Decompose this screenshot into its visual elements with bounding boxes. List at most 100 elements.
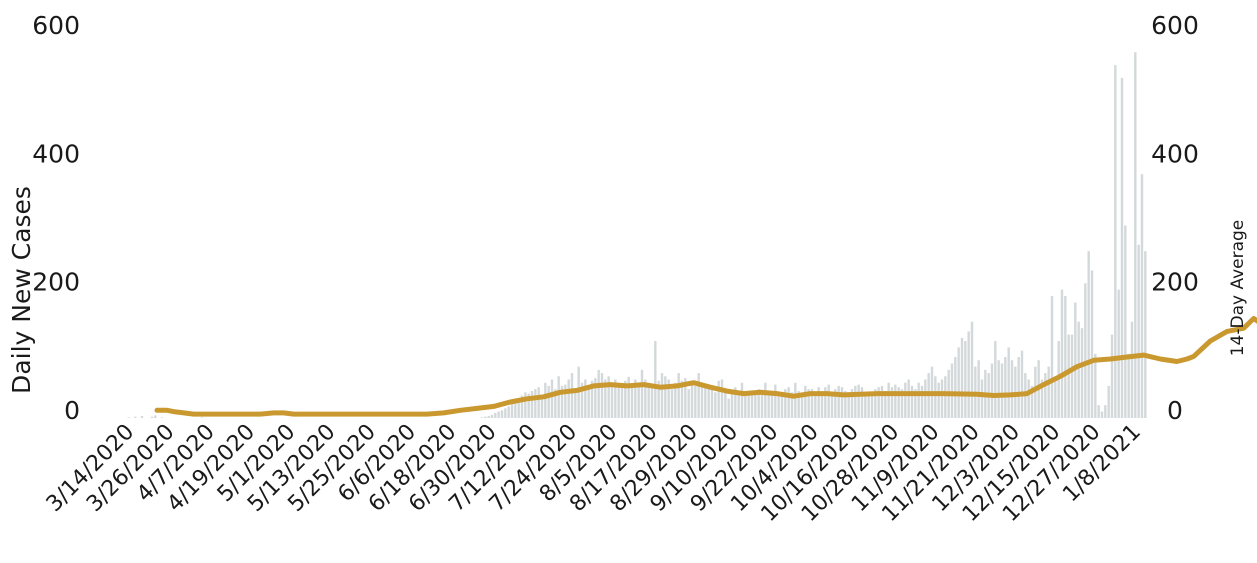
bar [614, 379, 617, 418]
bar [764, 382, 767, 418]
y-tick-label-right: 0 [1167, 396, 1183, 425]
bar [817, 387, 820, 418]
bar [1117, 289, 1120, 418]
bar [744, 395, 747, 418]
bar [937, 382, 940, 418]
bar [660, 373, 664, 418]
bar [760, 392, 764, 418]
bar [997, 360, 1000, 418]
bar [690, 382, 694, 418]
bar [127, 417, 130, 418]
bar [520, 395, 524, 418]
line-series-14-day-average [154, 316, 1257, 417]
bar [1094, 353, 1097, 418]
bar [994, 341, 997, 418]
bar [677, 373, 680, 418]
bar [797, 391, 800, 418]
bar [554, 389, 557, 419]
bar [564, 384, 567, 418]
bar [834, 389, 837, 419]
bar [804, 385, 807, 418]
bar [780, 393, 784, 418]
bar [640, 369, 644, 419]
bar [787, 387, 790, 418]
bar [1134, 52, 1137, 418]
bar [534, 389, 537, 419]
bar [607, 376, 610, 418]
bar [540, 398, 544, 418]
bar [894, 384, 897, 418]
bar [1017, 357, 1020, 418]
bar [847, 392, 850, 418]
bar [584, 379, 587, 418]
bar [837, 385, 840, 418]
bar [830, 393, 834, 418]
bar [827, 384, 830, 418]
bar [737, 392, 740, 418]
bar [854, 385, 857, 418]
bar [487, 416, 490, 418]
bar [500, 410, 504, 418]
y-tick-label-left: 600 [32, 11, 80, 40]
bar [624, 380, 627, 418]
bar [774, 384, 777, 418]
bar [647, 382, 650, 418]
bar [770, 393, 774, 418]
bar [1137, 244, 1140, 418]
bar [154, 415, 157, 418]
bar [1067, 334, 1070, 418]
bar [1020, 350, 1024, 419]
bar [940, 379, 944, 418]
bar [884, 391, 887, 418]
bar [557, 376, 560, 418]
bar [724, 392, 727, 418]
bar [657, 380, 660, 418]
bar [567, 379, 570, 418]
bar [1144, 251, 1147, 418]
y-axis-left: 0 200 400 600 [32, 11, 80, 425]
y-tick-label-left: 400 [32, 139, 80, 168]
bar [134, 416, 137, 418]
bar [1080, 328, 1084, 418]
bar [687, 389, 690, 419]
bar [587, 389, 590, 419]
bar [1027, 379, 1030, 418]
y-tick-label-right: 600 [1151, 11, 1199, 40]
bar [200, 417, 204, 418]
bar [740, 382, 744, 418]
bar [794, 382, 797, 418]
bar [594, 378, 597, 418]
y-tick-label-left: 200 [32, 268, 80, 297]
bar [870, 395, 874, 418]
bar [1054, 379, 1057, 418]
bar [1034, 366, 1037, 418]
bar [970, 321, 974, 418]
bar [1077, 321, 1080, 418]
bar [980, 379, 984, 418]
bar [484, 416, 487, 418]
bar [800, 393, 804, 418]
bar-series-daily-new-cases [127, 52, 1147, 419]
bar [1104, 405, 1107, 418]
bar [887, 382, 890, 418]
bar [717, 380, 720, 418]
bar [550, 379, 554, 418]
bar [1000, 363, 1004, 418]
bar [1050, 296, 1054, 418]
bar [820, 391, 824, 418]
bar [680, 380, 684, 418]
bar [954, 357, 957, 418]
bar [637, 387, 640, 418]
bar [527, 393, 530, 418]
bar [604, 379, 607, 418]
bar [734, 387, 737, 418]
bar [664, 376, 667, 418]
bar [727, 398, 730, 418]
bar [1044, 373, 1047, 418]
bar [160, 417, 164, 418]
bar [560, 385, 564, 418]
bar [617, 382, 620, 418]
bar [1127, 353, 1130, 418]
bar [494, 412, 497, 418]
